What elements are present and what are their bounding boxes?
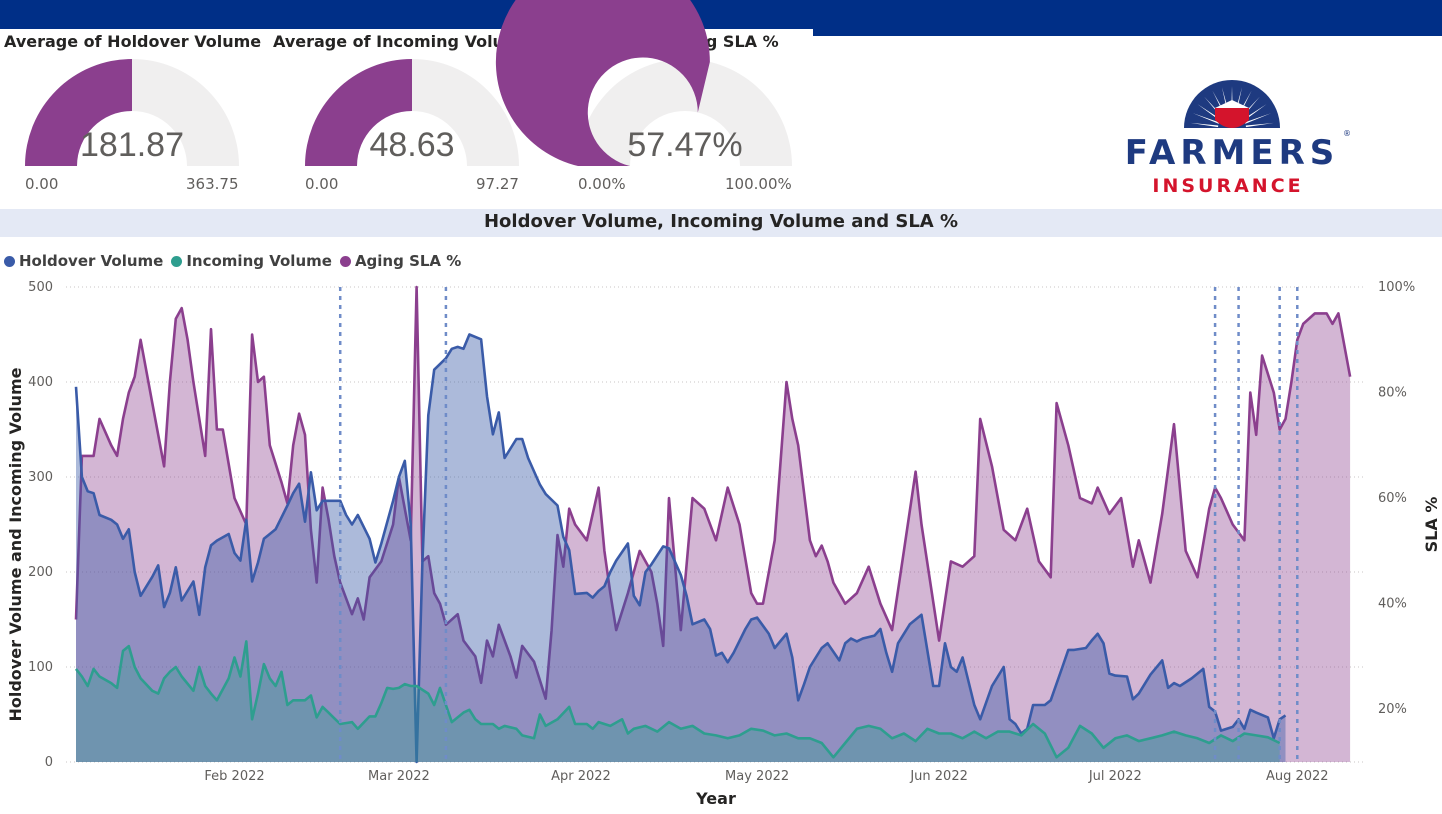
chart-legend[interactable]: Holdover Volume Incoming Volume Aging SL… (4, 250, 463, 272)
legend-dot-holdover (4, 255, 15, 267)
series-area-0 (76, 334, 1286, 762)
y-tick-label: 0 (45, 755, 53, 770)
logo-burst-ray (1192, 113, 1220, 124)
series-area-2 (76, 287, 1351, 762)
x-tick-label: Feb 2022 (204, 769, 264, 784)
combo-area-chart[interactable]: 0 100 200 300 400 500 20% 40% 60% 80% 100% Feb 2022… (0, 272, 1442, 814)
legend-label-aging: Aging SLA % (354, 252, 462, 270)
x-axis-title: Year (695, 789, 736, 808)
farmers-insurance-logo: FARMERS ® INSURANCE (1125, 80, 1351, 197)
y2-tick-label: 20% (1378, 702, 1407, 717)
logo-burst-ray (1244, 113, 1272, 124)
gauge-min: 0.00 (25, 175, 59, 193)
series-line-0[interactable] (74, 333, 1287, 764)
y2-tick-label: 40% (1378, 597, 1407, 612)
logo-registered-mark: ® (1343, 129, 1351, 138)
logo-farmers-text: FARMERS (1125, 133, 1340, 173)
header-notch (0, 29, 813, 36)
chart-title: Holdover Volume, Incoming Volume and SLA… (483, 211, 959, 232)
y2-tick-label: 60% (1378, 491, 1407, 506)
logo-burst-ray (1190, 122, 1219, 128)
y-tick-label: 500 (28, 280, 53, 295)
legend-item-aging[interactable]: Aging SLA % (339, 252, 462, 270)
series-line-2[interactable] (74, 285, 1352, 700)
gauge-fill (495, 0, 710, 166)
legend-label-holdover: Holdover Volume (19, 252, 164, 270)
gauge-max: 97.27 (476, 175, 519, 193)
gauge-fill (305, 59, 412, 166)
gauge-arc (24, 58, 239, 166)
series-line-1[interactable] (74, 640, 1281, 759)
gauge-value: 48.63 (369, 126, 455, 164)
logo-shield (1215, 108, 1249, 128)
gauge-track (578, 58, 792, 166)
x-tick-label: May 2022 (725, 769, 789, 784)
gauge-min: 0.00 (305, 175, 339, 193)
legend-label-incoming: Incoming Volume (186, 252, 332, 270)
y-tick-label: 300 (28, 470, 53, 485)
x-tick-label: Aug 2022 (1266, 769, 1329, 784)
gauge-max: 100.00% (725, 175, 792, 193)
logo-shield-top (1215, 100, 1249, 108)
x-tick-label: Jun 2022 (909, 769, 968, 784)
gauge-value: 181.87 (80, 126, 184, 164)
y-tick-label: 200 (28, 565, 53, 580)
y-tick-label: 400 (28, 375, 53, 390)
gauge-value: 57.47% (627, 126, 743, 164)
y2-axis-title: SLA % (1422, 497, 1441, 553)
legend-item-holdover[interactable]: Holdover Volume (4, 252, 163, 270)
legend-dot-incoming (171, 255, 183, 267)
y-tick-label: 100 (28, 660, 53, 675)
x-tick-label: Mar 2022 (368, 769, 430, 784)
legend-item-incoming[interactable]: Incoming Volume (171, 252, 332, 270)
gauge-title: Average of Holdover Volume (4, 32, 262, 51)
logo-burst-ray (1245, 122, 1274, 128)
y2-tick-label: 80% (1378, 386, 1407, 401)
gauge-fill (25, 59, 132, 166)
gauge-min: 0.00% (578, 175, 626, 193)
gauge-arc (305, 58, 519, 166)
y-axis-title: Holdover Volume and Incoming Volume (6, 367, 25, 721)
logo-insurance-text: INSURANCE (1152, 175, 1303, 197)
legend-dot-aging (339, 255, 351, 267)
x-tick-label: Apr 2022 (551, 769, 611, 784)
series-area-1 (76, 641, 1280, 762)
gauge-max: 363.75 (186, 175, 239, 193)
gauge-arc (495, 0, 792, 166)
gauge-title: Average of Incoming Volume (273, 32, 532, 51)
x-tick-label: Jul 2022 (1088, 769, 1142, 784)
y2-tick-label: 100% (1378, 280, 1415, 295)
chart-title-band (0, 209, 1442, 237)
